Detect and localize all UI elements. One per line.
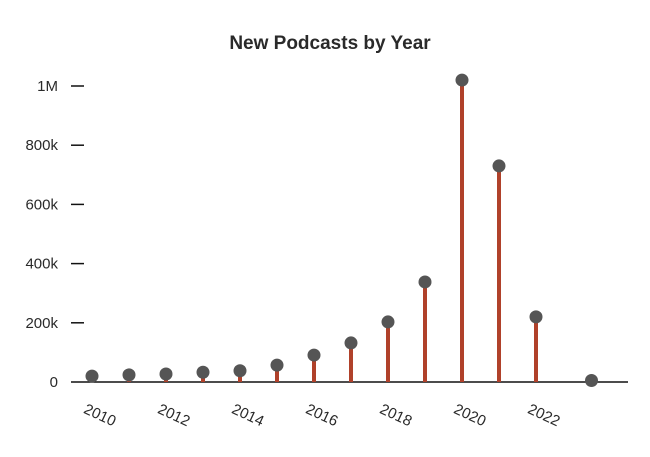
lollipop-marker — [418, 275, 432, 289]
lollipop-marker — [585, 374, 598, 388]
x-axis: 2010 2012 2014 2016 2018 2020 2022 — [81, 401, 562, 431]
x-tick-label: 2012 — [155, 401, 192, 431]
y-tick-label: 400k — [25, 256, 58, 273]
x-tick-label: 2020 — [451, 401, 488, 431]
y-tick-label: 800k — [25, 137, 58, 154]
y-tick-label: 200k — [25, 315, 58, 332]
lollipop-marker — [307, 348, 321, 362]
y-axis: 0 200k 400k 600k 800k 1M — [25, 78, 84, 391]
lollipop-marker — [270, 358, 284, 372]
y-tick-label: 0 — [50, 374, 58, 391]
lollipop-marker — [344, 336, 358, 350]
x-tick-label: 2014 — [229, 401, 266, 431]
lollipop-marker — [196, 365, 210, 379]
x-tick-label: 2016 — [303, 401, 340, 431]
chart-title: New Podcasts by Year — [229, 33, 431, 54]
lollipop-marker — [159, 367, 173, 381]
lollipop-marker — [233, 364, 247, 378]
x-tick-label: 2018 — [377, 401, 414, 431]
y-tick-label: 1M — [37, 78, 58, 95]
lollipop-marker — [455, 73, 469, 87]
lollipop-marker — [381, 315, 395, 329]
x-tick-label: 2010 — [81, 401, 118, 431]
lollipop-marker — [529, 310, 543, 324]
data-series — [85, 73, 598, 388]
lollipop-marker — [122, 368, 136, 382]
lollipop-marker — [492, 159, 506, 173]
x-tick-label: 2022 — [525, 401, 562, 431]
lollipop-marker — [85, 369, 99, 383]
y-tick-label: 600k — [25, 196, 58, 213]
